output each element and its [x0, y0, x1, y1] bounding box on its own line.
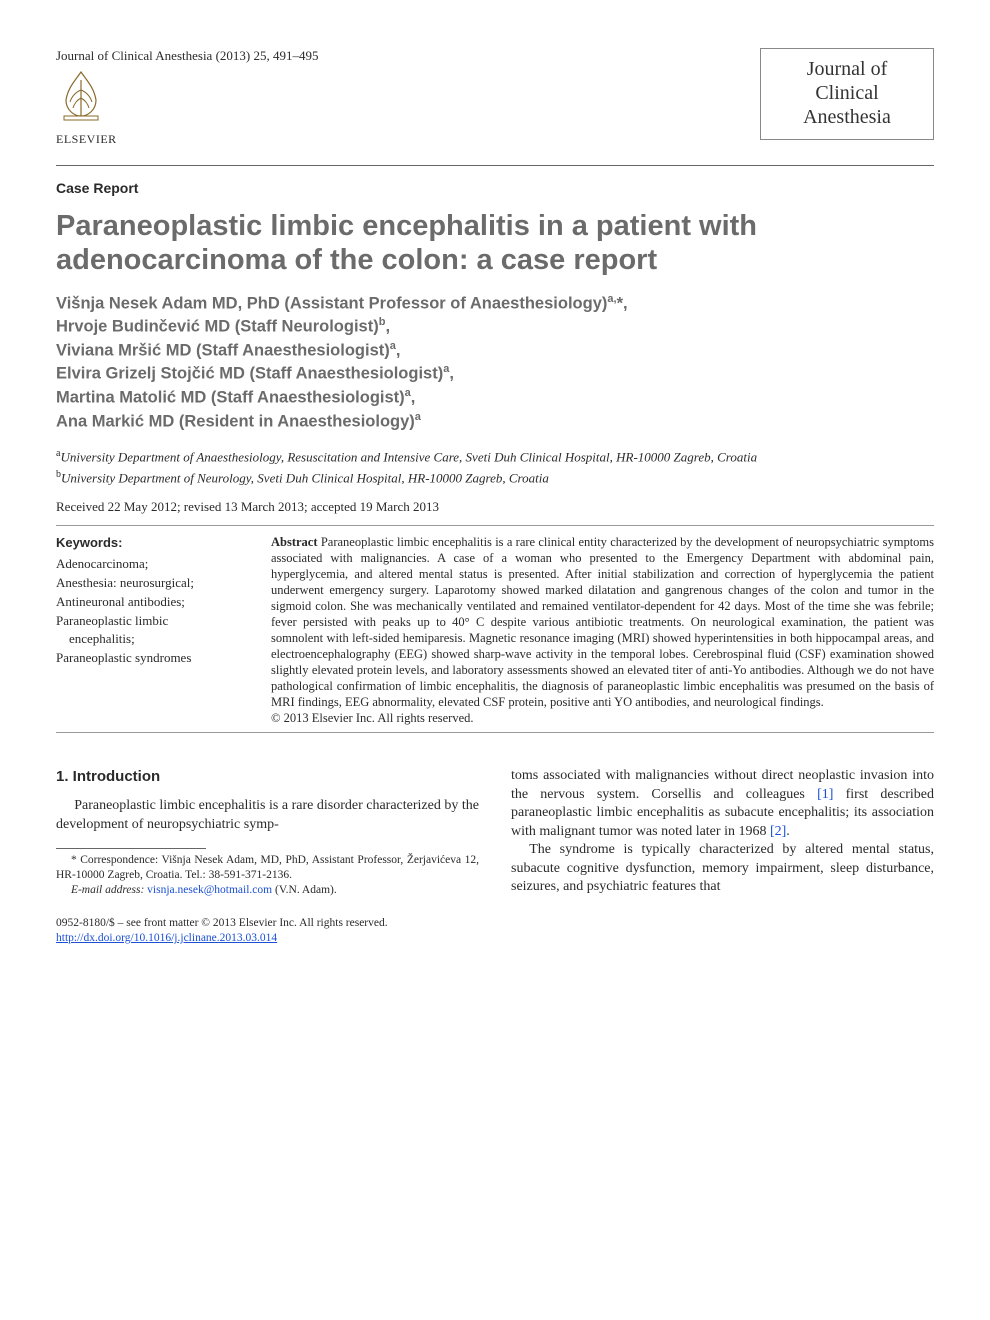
header-row: Journal of Clinical Anesthesia (2013) 25…: [56, 48, 934, 147]
publisher-name: ELSEVIER: [56, 132, 319, 147]
divider: [56, 165, 934, 166]
abstract-text: Paraneoplastic limbic encephalitis is a …: [271, 535, 934, 709]
keyword: Antineuronal antibodies;: [56, 593, 231, 612]
running-citation: Journal of Clinical Anesthesia (2013) 25…: [56, 48, 319, 64]
footnotes: * Correspondence: Višnja Nesek Adam, MD,…: [56, 853, 479, 898]
author-line: Viviana Mršić MD (Staff Anaesthesiologis…: [56, 339, 934, 363]
publisher-block: ELSEVIER: [56, 68, 319, 147]
author-line: Elvira Grizelj Stojčić MD (Staff Anaesth…: [56, 362, 934, 386]
keyword: Paraneoplastic limbic encephalitis;: [56, 612, 231, 650]
section-heading: 1. Introduction: [56, 767, 479, 787]
header-left: Journal of Clinical Anesthesia (2013) 25…: [56, 48, 319, 147]
author-line: Hrvoje Budinčević MD (Staff Neurologist)…: [56, 315, 934, 339]
keywords-abstract-row: Keywords: Adenocarcinoma; Anesthesia: ne…: [56, 534, 934, 726]
author-line: Martina Matolić MD (Staff Anaesthesiolog…: [56, 386, 934, 410]
divider: [56, 525, 934, 526]
email-paren: (V.N. Adam).: [275, 884, 337, 896]
keyword: Anesthesia: neurosurgical;: [56, 574, 231, 593]
keywords-column: Keywords: Adenocarcinoma; Anesthesia: ne…: [56, 534, 231, 726]
corresponding-email-link[interactable]: visnja.nesek@hotmail.com: [147, 884, 272, 896]
journal-box-line: Anesthesia: [777, 105, 917, 129]
keywords-heading: Keywords:: [56, 534, 231, 553]
footnote-divider: [56, 848, 206, 849]
citation-link[interactable]: [2]: [770, 824, 786, 839]
journal-box-line: Journal of: [777, 57, 917, 81]
elsevier-tree-icon: [56, 68, 106, 124]
keyword: Paraneoplastic syndromes: [56, 649, 231, 668]
journal-box-line: Clinical: [777, 81, 917, 105]
author-line: Višnja Nesek Adam MD, PhD (Assistant Pro…: [56, 292, 934, 316]
front-matter-line: 0952-8180/$ – see front matter © 2013 El…: [56, 916, 479, 932]
article-dates: Received 22 May 2012; revised 13 March 2…: [56, 499, 934, 515]
abstract-lead: Abstract: [271, 535, 318, 549]
email-label: E-mail address:: [71, 884, 144, 896]
bottom-info: 0952-8180/$ – see front matter © 2013 El…: [56, 916, 479, 947]
body-columns: 1. Introduction Paraneoplastic limbic en…: [56, 767, 934, 947]
citation-link[interactable]: [1]: [817, 787, 833, 802]
article-title: Paraneoplastic limbic encephalitis in a …: [56, 209, 934, 277]
correspondence-note: * Correspondence: Višnja Nesek Adam, MD,…: [56, 853, 479, 883]
keyword: Adenocarcinoma;: [56, 555, 231, 574]
affiliation: bUniversity Department of Neurology, Sve…: [56, 468, 934, 487]
divider: [56, 732, 934, 733]
abstract-column: Abstract Paraneoplastic limbic encephali…: [271, 534, 934, 726]
article-type-label: Case Report: [56, 180, 934, 198]
abstract-copyright: © 2013 Elsevier Inc. All rights reserved…: [271, 710, 934, 726]
doi-link[interactable]: http://dx.doi.org/10.1016/j.jclinane.201…: [56, 932, 277, 944]
affiliations: aUniversity Department of Anaesthesiolog…: [56, 447, 934, 487]
author-line: Ana Markić MD (Resident in Anaesthesiolo…: [56, 410, 934, 434]
journal-title-box: Journal of Clinical Anesthesia: [760, 48, 934, 140]
body-paragraph: toms associated with malignancies withou…: [511, 767, 934, 841]
body-paragraph: Paraneoplastic limbic encephalitis is a …: [56, 797, 479, 834]
author-list: Višnja Nesek Adam MD, PhD (Assistant Pro…: [56, 292, 934, 434]
affiliation: aUniversity Department of Anaesthesiolog…: [56, 447, 934, 466]
body-paragraph: The syndrome is typically characterized …: [511, 841, 934, 896]
